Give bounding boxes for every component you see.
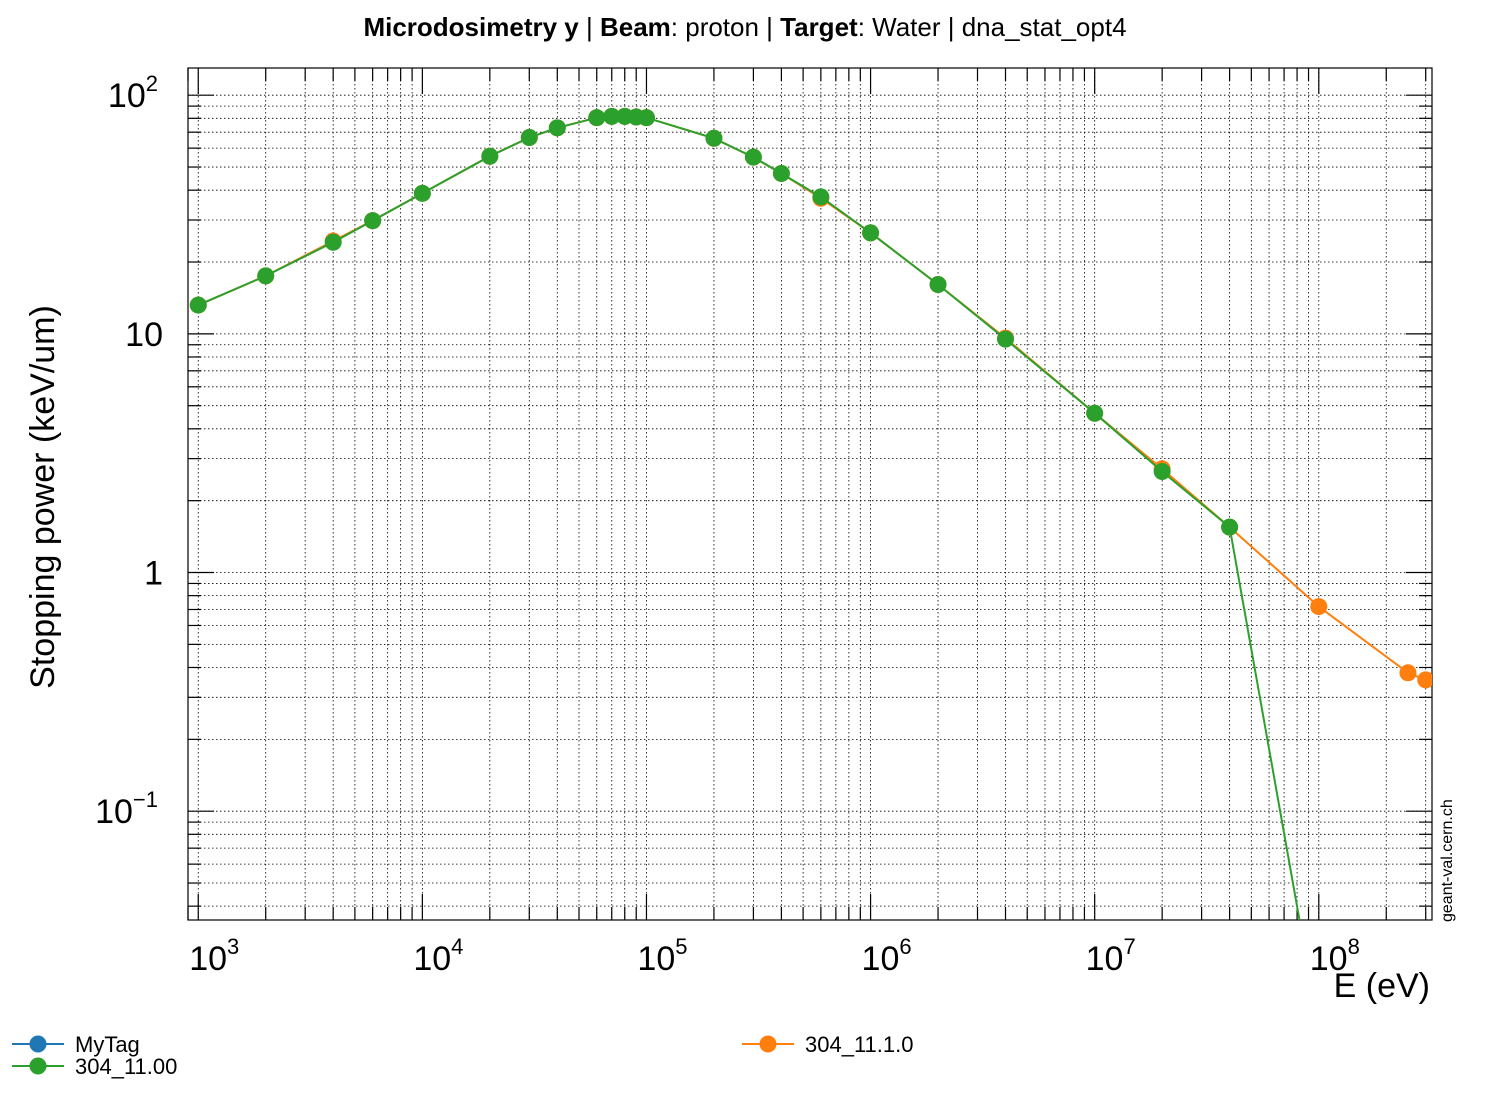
- legend-label: 304_11.00: [75, 1054, 177, 1079]
- data-point: [705, 129, 723, 147]
- x-tick-label: 105: [637, 934, 687, 978]
- x-tick-label: 107: [1086, 934, 1136, 978]
- watermark-text: geant-val.cern.ch: [1439, 799, 1456, 922]
- chart-title: Microdosimetry y | Beam: proton | Target…: [363, 12, 1126, 42]
- legend-marker: [29, 1035, 47, 1053]
- data-point: [520, 128, 538, 146]
- data-point: [772, 164, 790, 182]
- title-part: |: [586, 12, 600, 42]
- legend-item: MyTag: [12, 1032, 140, 1057]
- x-axis-label: E (eV): [1334, 967, 1430, 1005]
- y-tick-label: 102: [108, 71, 158, 115]
- x-tick-label: 108: [1310, 934, 1360, 978]
- legend-marker: [29, 1057, 47, 1075]
- title-part: : Water | dna_stat_opt4: [858, 12, 1127, 42]
- data-point: [189, 296, 207, 314]
- data-point: [637, 109, 655, 127]
- y-tick-label: 10: [125, 316, 163, 354]
- data-point: [1399, 664, 1417, 682]
- y-tick-label: 10−1: [95, 787, 158, 831]
- data-point: [744, 148, 762, 166]
- plot-frame: [187, 67, 1433, 921]
- data-point: [481, 147, 499, 165]
- data-point: [1221, 518, 1239, 536]
- legend-item: 304_11.1.0: [742, 1032, 913, 1057]
- series-line: [197, 115, 1301, 920]
- data-point: [812, 188, 830, 206]
- y-axis-label: Stopping power (keV/um): [24, 305, 62, 689]
- title-part: Beam: [600, 12, 671, 42]
- data-point: [1417, 671, 1432, 689]
- title-part: : proton |: [671, 12, 780, 42]
- series-304_11.00: [189, 107, 1301, 920]
- x-tick-label: 106: [862, 934, 912, 978]
- data-point: [929, 275, 947, 293]
- title-part: Microdosimetry y: [363, 12, 586, 42]
- data-point: [862, 224, 880, 242]
- data-point: [1310, 598, 1328, 616]
- data-point: [1153, 463, 1171, 481]
- title-part: Target: [780, 12, 858, 42]
- y-tick-label: 1: [144, 555, 163, 593]
- data-point: [997, 330, 1015, 348]
- tick-labels: 103 104 105 106 107 108 10−1 1 10 102: [95, 71, 1360, 978]
- series-304_11.1.0: [189, 107, 1432, 689]
- series-layer: [189, 107, 1432, 920]
- grid-lines: [187, 68, 1432, 920]
- data-point: [548, 119, 566, 137]
- data-point: [603, 107, 621, 125]
- legend-marker: [759, 1035, 777, 1053]
- legend-item: 304_11.00: [12, 1054, 177, 1079]
- legend-label: MyTag: [75, 1032, 140, 1057]
- x-tick-label: 104: [413, 934, 463, 978]
- data-point: [1086, 404, 1104, 422]
- data-point: [413, 184, 431, 202]
- x-tick-label: 103: [189, 934, 239, 978]
- data-point: [364, 212, 382, 230]
- data-point: [257, 267, 275, 285]
- data-point: [324, 233, 342, 251]
- data-point: [588, 109, 606, 127]
- axis-ticks: [187, 68, 1432, 920]
- legend-label: 304_11.1.0: [805, 1032, 913, 1057]
